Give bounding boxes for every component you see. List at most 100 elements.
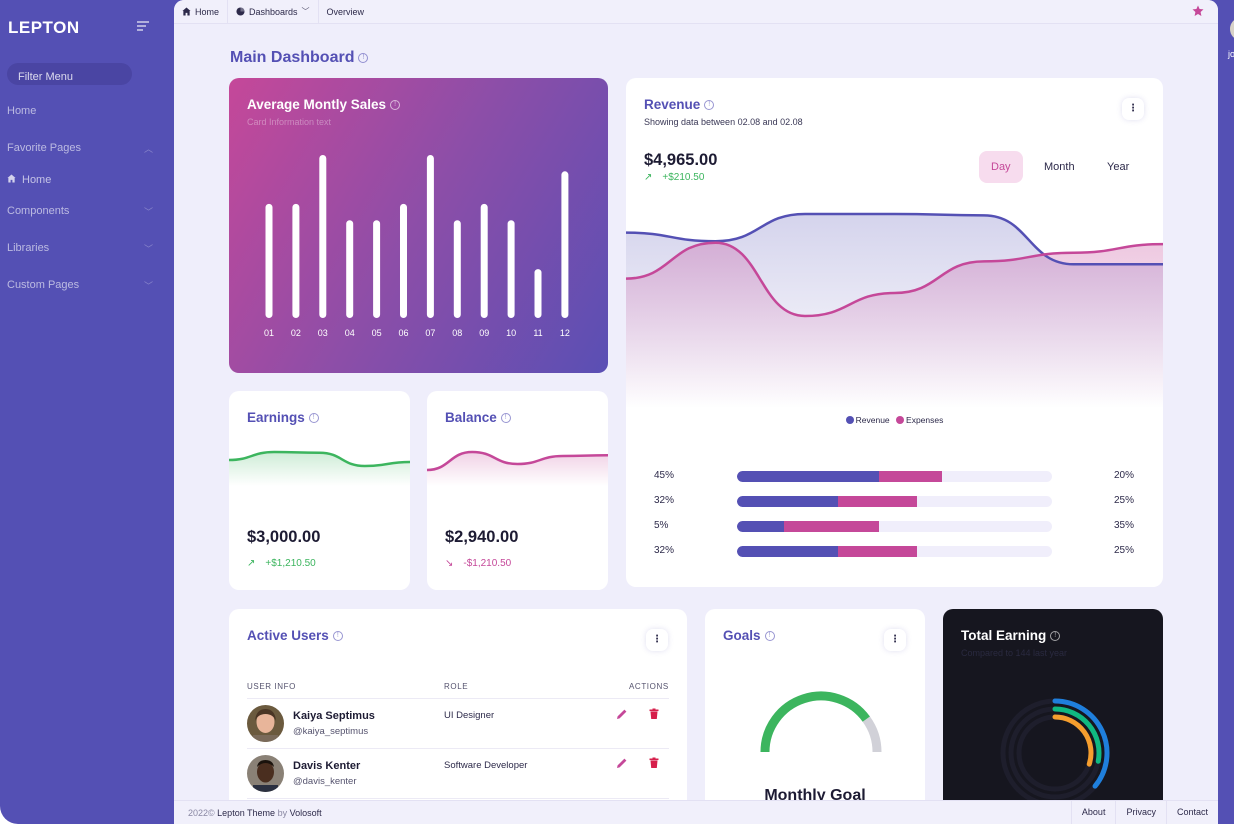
info-icon[interactable]: ! bbox=[500, 413, 511, 424]
legend-label[interactable]: Revenue bbox=[855, 415, 890, 425]
chevron-down-icon: ﹀ bbox=[143, 244, 153, 254]
sidebar-item-label: Components bbox=[7, 205, 70, 217]
avatar bbox=[247, 705, 284, 742]
info-icon[interactable]: ! bbox=[332, 631, 343, 642]
card-title-text: Balance bbox=[445, 410, 497, 425]
progress-track bbox=[737, 496, 1052, 507]
logo: LEPTON bbox=[8, 18, 80, 37]
card-title-text: Revenue bbox=[644, 97, 701, 112]
sidebar-item-libraries[interactable]: Libraries ﹀ bbox=[7, 242, 157, 254]
ring-progress bbox=[1052, 698, 1110, 789]
info-icon[interactable]: ! bbox=[704, 100, 715, 111]
sidebar-subitem-home[interactable]: Home bbox=[7, 174, 51, 186]
average-monthly-sales-card: Average Montly Sales! Card Information t… bbox=[229, 78, 608, 373]
card-title: Earnings! bbox=[247, 410, 319, 425]
sidebar-item-favorite-pages[interactable]: Favorite Pages ︿ bbox=[7, 142, 157, 154]
period-month-tab[interactable]: Month bbox=[1044, 161, 1075, 173]
progress-left-label: 45% bbox=[654, 470, 675, 481]
sidebar-item-components[interactable]: Components ﹀ bbox=[7, 205, 157, 217]
company-link[interactable]: Volosoft bbox=[289, 808, 322, 818]
sales-bar bbox=[319, 155, 327, 318]
breadcrumb-home[interactable]: Home bbox=[174, 0, 229, 24]
x-tick-label: 04 bbox=[345, 328, 355, 338]
earnings-card: Earnings! $3,000.00 ↗ +$1,210.50 bbox=[229, 391, 410, 590]
chevron-up-icon: ︿ bbox=[143, 144, 153, 154]
about-link[interactable]: About bbox=[1070, 801, 1116, 824]
main-content: Home Dashboards ﹀ Overview Main Dashboar… bbox=[174, 0, 1218, 824]
chart-legend: Revenue Expenses bbox=[626, 415, 1163, 425]
more-options-button[interactable]: ⋮ bbox=[646, 629, 668, 651]
sales-bar bbox=[426, 155, 434, 318]
active-users-card: Active Users! ⋮ USER INFO ROLE ACTIONS K… bbox=[229, 609, 687, 824]
theme-link[interactable]: Lepton Theme bbox=[217, 808, 276, 818]
legend-label[interactable]: Expenses bbox=[906, 415, 944, 425]
sidebar-item-home[interactable]: Home bbox=[7, 105, 157, 117]
contact-link[interactable]: Contact bbox=[1165, 801, 1218, 824]
sidebar-item-custom-pages[interactable]: Custom Pages ﹀ bbox=[7, 279, 157, 291]
progress-track bbox=[737, 546, 1052, 557]
balance-card: Balance! $2,940.00 ↘ -$1,210.50 bbox=[427, 391, 608, 590]
card-title: Average Montly Sales! bbox=[247, 97, 401, 112]
edit-icon[interactable] bbox=[616, 708, 628, 720]
revenue-amount: $4,965.00 bbox=[644, 151, 718, 169]
delete-icon[interactable] bbox=[648, 757, 660, 769]
user-handle: @davis_kenter bbox=[293, 776, 357, 787]
breadcrumb-overview[interactable]: Overview bbox=[319, 0, 373, 24]
line-revenue bbox=[626, 212, 1163, 266]
breadcrumb-dashboards[interactable]: Dashboards ﹀ bbox=[228, 0, 319, 24]
user-name: Davis Kenter bbox=[293, 760, 361, 772]
sidebar: LEPTON Home Favorite Pages ︿ Home Compone… bbox=[0, 0, 174, 824]
progress-fill-revenue bbox=[737, 546, 838, 557]
card-title: Goals! bbox=[723, 628, 775, 643]
period-year-tab[interactable]: Year bbox=[1107, 161, 1130, 173]
card-title: Total Earning! bbox=[961, 628, 1061, 643]
delete-icon[interactable] bbox=[648, 708, 660, 720]
star-icon[interactable] bbox=[1192, 5, 1204, 17]
user-avatar[interactable] bbox=[1230, 18, 1234, 40]
progress-left-label: 5% bbox=[654, 520, 669, 531]
more-options-button[interactable]: ⋮ bbox=[884, 629, 906, 651]
card-title-text: Active Users bbox=[247, 628, 329, 643]
progress-right-label: 25% bbox=[1114, 545, 1135, 556]
card-title: Balance! bbox=[445, 410, 511, 425]
divider bbox=[247, 798, 669, 799]
menu-toggle-icon[interactable] bbox=[137, 21, 149, 31]
column-header-actions: ACTIONS bbox=[629, 682, 669, 691]
info-icon[interactable]: ! bbox=[764, 631, 775, 642]
gauge-fill bbox=[760, 691, 870, 753]
progress-row: 32% 25% bbox=[626, 495, 1163, 507]
sales-bar bbox=[292, 203, 300, 318]
revenue-card: Revenue! Showing data between 02.08 and … bbox=[626, 78, 1163, 587]
card-title-text: Average Montly Sales bbox=[247, 97, 387, 112]
sidebar-item-label: Home bbox=[7, 105, 37, 117]
card-subtitle: Card Information text bbox=[247, 117, 332, 127]
period-day-tab[interactable]: Day bbox=[979, 151, 1023, 183]
x-tick-label: 06 bbox=[398, 328, 408, 338]
progress-fill-expenses bbox=[784, 521, 879, 532]
privacy-link[interactable]: Privacy bbox=[1115, 801, 1166, 824]
house-icon bbox=[7, 174, 16, 186]
balance-sparkline bbox=[427, 450, 608, 486]
legend-dot-expenses bbox=[896, 416, 905, 424]
x-tick-label: 02 bbox=[291, 328, 301, 338]
info-icon[interactable]: ! bbox=[308, 413, 319, 424]
x-tick-label: 01 bbox=[264, 328, 274, 338]
progress-fill-expenses bbox=[878, 471, 942, 482]
info-icon[interactable]: ! bbox=[1050, 631, 1061, 642]
total-earning-card: Total Earning! Compared to 144 last year bbox=[943, 609, 1163, 824]
area-expenses bbox=[626, 242, 1163, 408]
user-name-partial[interactable]: jo bbox=[1228, 49, 1234, 59]
column-header-user-info: USER INFO bbox=[247, 682, 296, 691]
progress-track bbox=[737, 471, 1052, 482]
filter-menu-input[interactable] bbox=[7, 63, 132, 85]
edit-icon[interactable] bbox=[616, 757, 628, 769]
earnings-sparkline bbox=[229, 450, 410, 486]
info-icon[interactable]: ! bbox=[390, 100, 401, 111]
earning-rings bbox=[1000, 698, 1110, 808]
avatar bbox=[247, 755, 284, 792]
info-icon[interactable]: ! bbox=[358, 52, 369, 63]
goal-label: Monthly Goal bbox=[764, 787, 866, 804]
x-tick-label: 10 bbox=[506, 328, 516, 338]
more-options-button[interactable]: ⋮ bbox=[1122, 98, 1144, 120]
